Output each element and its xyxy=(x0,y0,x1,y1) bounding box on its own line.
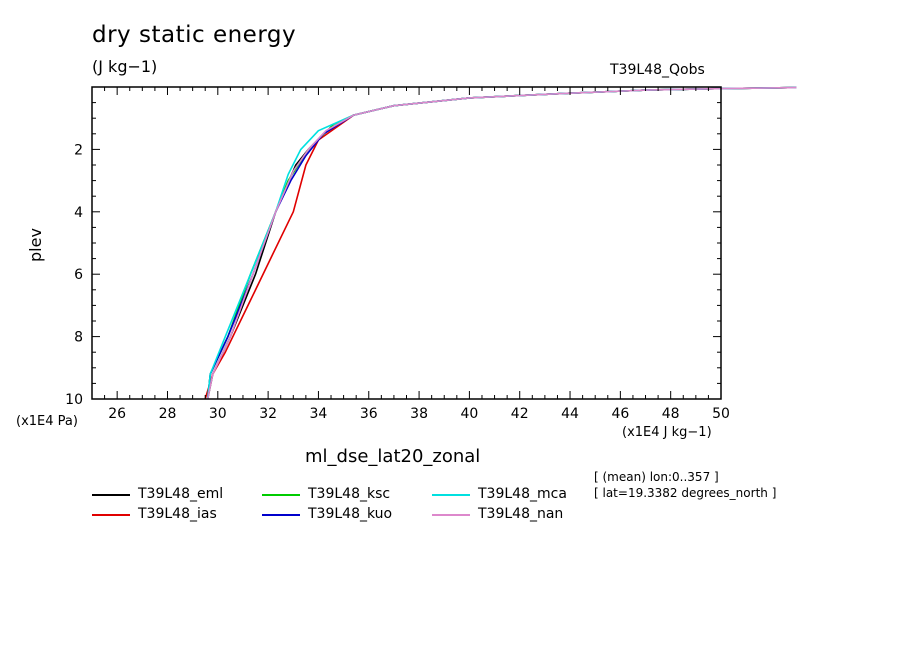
info-lon: [ (mean) lon:0..357 ] xyxy=(594,470,719,484)
y-axis-unit: (x1E4 Pa) xyxy=(16,414,78,429)
x-tick-label: 30 xyxy=(209,406,227,422)
x-tick-label: 44 xyxy=(561,406,579,422)
x-tick-label: 50 xyxy=(712,406,730,422)
y-tick-label: 4 xyxy=(74,205,83,221)
x-tick-label: 40 xyxy=(460,406,478,422)
x-tick-label: 46 xyxy=(611,406,629,422)
x-axis-label: ml_dse_lat20_zonal xyxy=(305,446,481,467)
x-axis-unit: (x1E4 J kg−1) xyxy=(622,425,712,440)
experiment-tag: T39L48_Qobs xyxy=(610,62,705,78)
chart-units: (J kg−1) xyxy=(92,57,158,76)
legend-label: T39L48_mca xyxy=(478,486,567,502)
legend-swatch xyxy=(262,514,300,516)
series-line-t39l48-kuo xyxy=(206,86,797,400)
x-tick-label: 48 xyxy=(662,406,680,422)
series-line-t39l48-ksc xyxy=(206,86,797,400)
legend-swatch xyxy=(432,514,470,516)
series-line-t39l48-eml xyxy=(206,86,797,400)
info-lat: [ lat=19.3382 degrees_north ] xyxy=(594,486,777,500)
x-tick-label: 26 xyxy=(108,406,126,422)
series-line-t39l48-nan xyxy=(206,86,797,400)
legend-swatch xyxy=(262,494,300,496)
legend-label: T39L48_kuo xyxy=(308,506,393,522)
legend-label: T39L48_eml xyxy=(138,486,224,502)
x-tick-label: 38 xyxy=(410,406,428,422)
y-tick-label: 8 xyxy=(74,330,83,346)
y-tick-label: 10 xyxy=(65,392,83,408)
legend-swatch xyxy=(92,494,130,496)
plot-frame xyxy=(91,86,722,400)
legend-label: T39L48_ias xyxy=(138,506,217,522)
x-tick-label: 34 xyxy=(310,406,328,422)
legend-label: T39L48_nan xyxy=(478,506,564,522)
x-tick-label: 36 xyxy=(360,406,378,422)
y-tick-label: 6 xyxy=(74,267,83,283)
series-line-t39l48-ias xyxy=(204,86,797,400)
y-tick-label: 2 xyxy=(74,142,83,158)
legend-swatch xyxy=(432,494,470,496)
x-tick-label: 32 xyxy=(259,406,277,422)
chart-title: dry static energy xyxy=(92,22,297,48)
x-tick-label: 42 xyxy=(511,406,529,422)
x-tick-label: 28 xyxy=(159,406,177,422)
legend-label: T39L48_ksc xyxy=(308,486,391,502)
legend-swatch xyxy=(92,514,130,516)
series-line-t39l48-mca xyxy=(206,86,797,400)
